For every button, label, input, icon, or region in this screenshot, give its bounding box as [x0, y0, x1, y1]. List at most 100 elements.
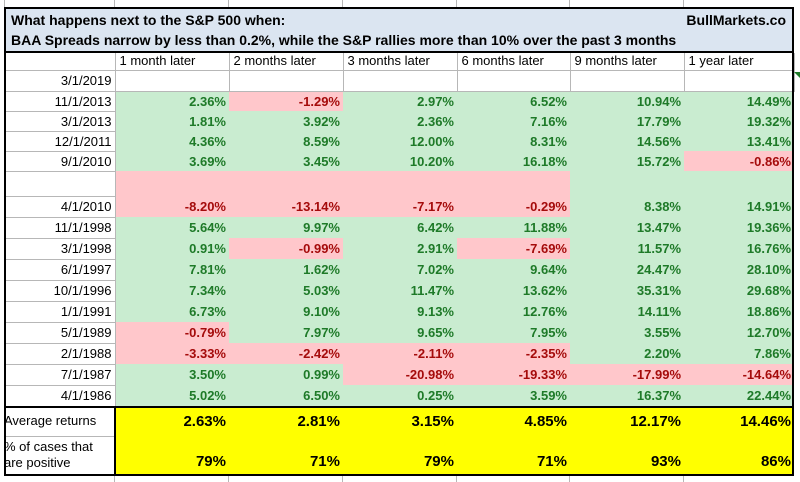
value-cell[interactable]: 12.70% — [684, 322, 794, 343]
value-cell[interactable]: 35.31% — [570, 280, 684, 301]
date-cell[interactable]: 12/1/2011 — [4, 131, 116, 152]
date-cell[interactable]: 11/1/1998 — [4, 217, 116, 239]
date-cell[interactable]: 9/1/2010 — [4, 151, 116, 172]
value-cell[interactable] — [684, 70, 795, 92]
value-cell[interactable]: 18.86% — [684, 301, 794, 322]
value-cell[interactable]: -1.29% — [229, 91, 343, 111]
value-cell[interactable]: 3.69% — [115, 151, 229, 171]
blank-cell[interactable] — [229, 171, 343, 196]
column-header-cell[interactable]: 2 months later — [229, 53, 344, 71]
value-cell[interactable]: 2.36% — [343, 111, 457, 131]
value-cell[interactable]: 13.47% — [570, 217, 684, 238]
value-cell[interactable]: 7.16% — [457, 111, 570, 131]
value-cell[interactable]: 22.44% — [684, 385, 794, 406]
value-cell[interactable]: 0.25% — [343, 385, 457, 406]
value-cell[interactable] — [457, 70, 571, 92]
value-cell[interactable]: 9.97% — [229, 217, 343, 238]
value-cell[interactable]: -0.29% — [457, 196, 570, 217]
blank-cell[interactable] — [684, 171, 794, 196]
value-cell[interactable]: -7.17% — [343, 196, 457, 217]
positive-value-cell[interactable]: 79% — [115, 436, 229, 474]
date-cell[interactable]: 3/1/1998 — [4, 238, 116, 260]
positive-value-cell[interactable]: 79% — [343, 436, 457, 474]
value-cell[interactable]: 3.59% — [457, 385, 570, 406]
value-cell[interactable]: 9.64% — [457, 259, 570, 280]
date-cell[interactable]: 11/1/2013 — [4, 91, 116, 112]
value-cell[interactable]: 11.57% — [570, 238, 684, 259]
value-cell[interactable]: -13.14% — [229, 196, 343, 217]
value-cell[interactable]: 3.55% — [570, 322, 684, 343]
value-cell[interactable]: 3.45% — [229, 151, 343, 171]
average-value-cell[interactable]: 12.17% — [570, 406, 684, 436]
value-cell[interactable]: 13.62% — [457, 280, 570, 301]
value-cell[interactable]: 10.94% — [570, 91, 684, 111]
value-cell[interactable]: -2.11% — [343, 343, 457, 364]
value-cell[interactable]: -7.69% — [457, 238, 570, 259]
value-cell[interactable]: 14.49% — [684, 91, 794, 111]
column-header-cell[interactable]: 1 month later — [115, 53, 230, 71]
value-cell[interactable]: 14.11% — [570, 301, 684, 322]
value-cell[interactable]: 13.41% — [684, 131, 794, 151]
value-cell[interactable]: 16.76% — [684, 238, 794, 259]
positive-label[interactable]: % of cases that are positive — [4, 436, 115, 475]
average-value-cell[interactable]: 2.81% — [229, 406, 343, 436]
value-cell[interactable]: 5.02% — [115, 385, 229, 406]
date-cell[interactable]: 4/1/1986 — [4, 385, 116, 407]
value-cell[interactable]: 8.38% — [570, 196, 684, 217]
value-cell[interactable]: 17.79% — [570, 111, 684, 131]
value-cell[interactable]: 3.92% — [229, 111, 343, 131]
positive-value-cell[interactable]: 71% — [457, 436, 570, 474]
positive-value-cell[interactable]: 71% — [229, 436, 343, 474]
value-cell[interactable]: -2.35% — [457, 343, 570, 364]
positive-value-cell[interactable]: 93% — [570, 436, 684, 474]
value-cell[interactable]: -17.99% — [570, 364, 684, 385]
average-value-cell[interactable]: 4.85% — [457, 406, 570, 436]
value-cell[interactable]: 2.91% — [343, 238, 457, 259]
blank-cell[interactable] — [570, 171, 684, 196]
average-value-cell[interactable]: 3.15% — [343, 406, 457, 436]
date-cell[interactable] — [4, 171, 116, 197]
value-cell[interactable]: -14.64% — [684, 364, 794, 385]
value-cell[interactable]: 7.34% — [115, 280, 229, 301]
value-cell[interactable]: -8.20% — [115, 196, 229, 217]
value-cell[interactable]: 8.31% — [457, 131, 570, 151]
blank-cell[interactable] — [343, 171, 457, 196]
value-cell[interactable]: 15.72% — [570, 151, 684, 171]
value-cell[interactable]: -3.33% — [115, 343, 229, 364]
value-cell[interactable]: 16.18% — [457, 151, 570, 171]
date-cell[interactable]: 4/1/2010 — [4, 196, 116, 218]
value-cell[interactable]: 9.10% — [229, 301, 343, 322]
date-cell[interactable]: 3/1/2019 — [4, 70, 116, 92]
date-cell[interactable]: 5/1/1989 — [4, 322, 116, 344]
value-cell[interactable]: 5.03% — [229, 280, 343, 301]
value-cell[interactable] — [570, 70, 685, 92]
value-cell[interactable]: 19.36% — [684, 217, 794, 238]
value-cell[interactable]: 6.50% — [229, 385, 343, 406]
date-cell[interactable]: 10/1/1996 — [4, 280, 116, 302]
value-cell[interactable]: 6.52% — [457, 91, 570, 111]
value-cell[interactable]: 0.91% — [115, 238, 229, 259]
average-label[interactable]: Average returns — [4, 406, 115, 437]
value-cell[interactable] — [115, 70, 230, 92]
value-cell[interactable]: 4.36% — [115, 131, 229, 151]
column-header-cell[interactable]: 1 year later — [684, 53, 795, 71]
column-header-cell[interactable]: 3 months later — [343, 53, 458, 71]
value-cell[interactable]: -2.42% — [229, 343, 343, 364]
value-cell[interactable]: 8.59% — [229, 131, 343, 151]
value-cell[interactable]: 19.32% — [684, 111, 794, 131]
value-cell[interactable]: 3.50% — [115, 364, 229, 385]
value-cell[interactable] — [229, 70, 344, 92]
value-cell[interactable]: 2.20% — [570, 343, 684, 364]
value-cell[interactable]: 6.42% — [343, 217, 457, 238]
average-value-cell[interactable]: 2.63% — [115, 406, 229, 436]
value-cell[interactable]: 9.13% — [343, 301, 457, 322]
value-cell[interactable]: 24.47% — [570, 259, 684, 280]
value-cell[interactable]: 16.37% — [570, 385, 684, 406]
value-cell[interactable]: 14.56% — [570, 131, 684, 151]
blank-cell[interactable] — [115, 171, 229, 196]
date-cell[interactable]: 3/1/2013 — [4, 111, 116, 132]
value-cell[interactable]: 1.81% — [115, 111, 229, 131]
value-cell[interactable]: 12.00% — [343, 131, 457, 151]
value-cell[interactable]: 14.91% — [684, 196, 794, 217]
value-cell[interactable]: 10.20% — [343, 151, 457, 171]
